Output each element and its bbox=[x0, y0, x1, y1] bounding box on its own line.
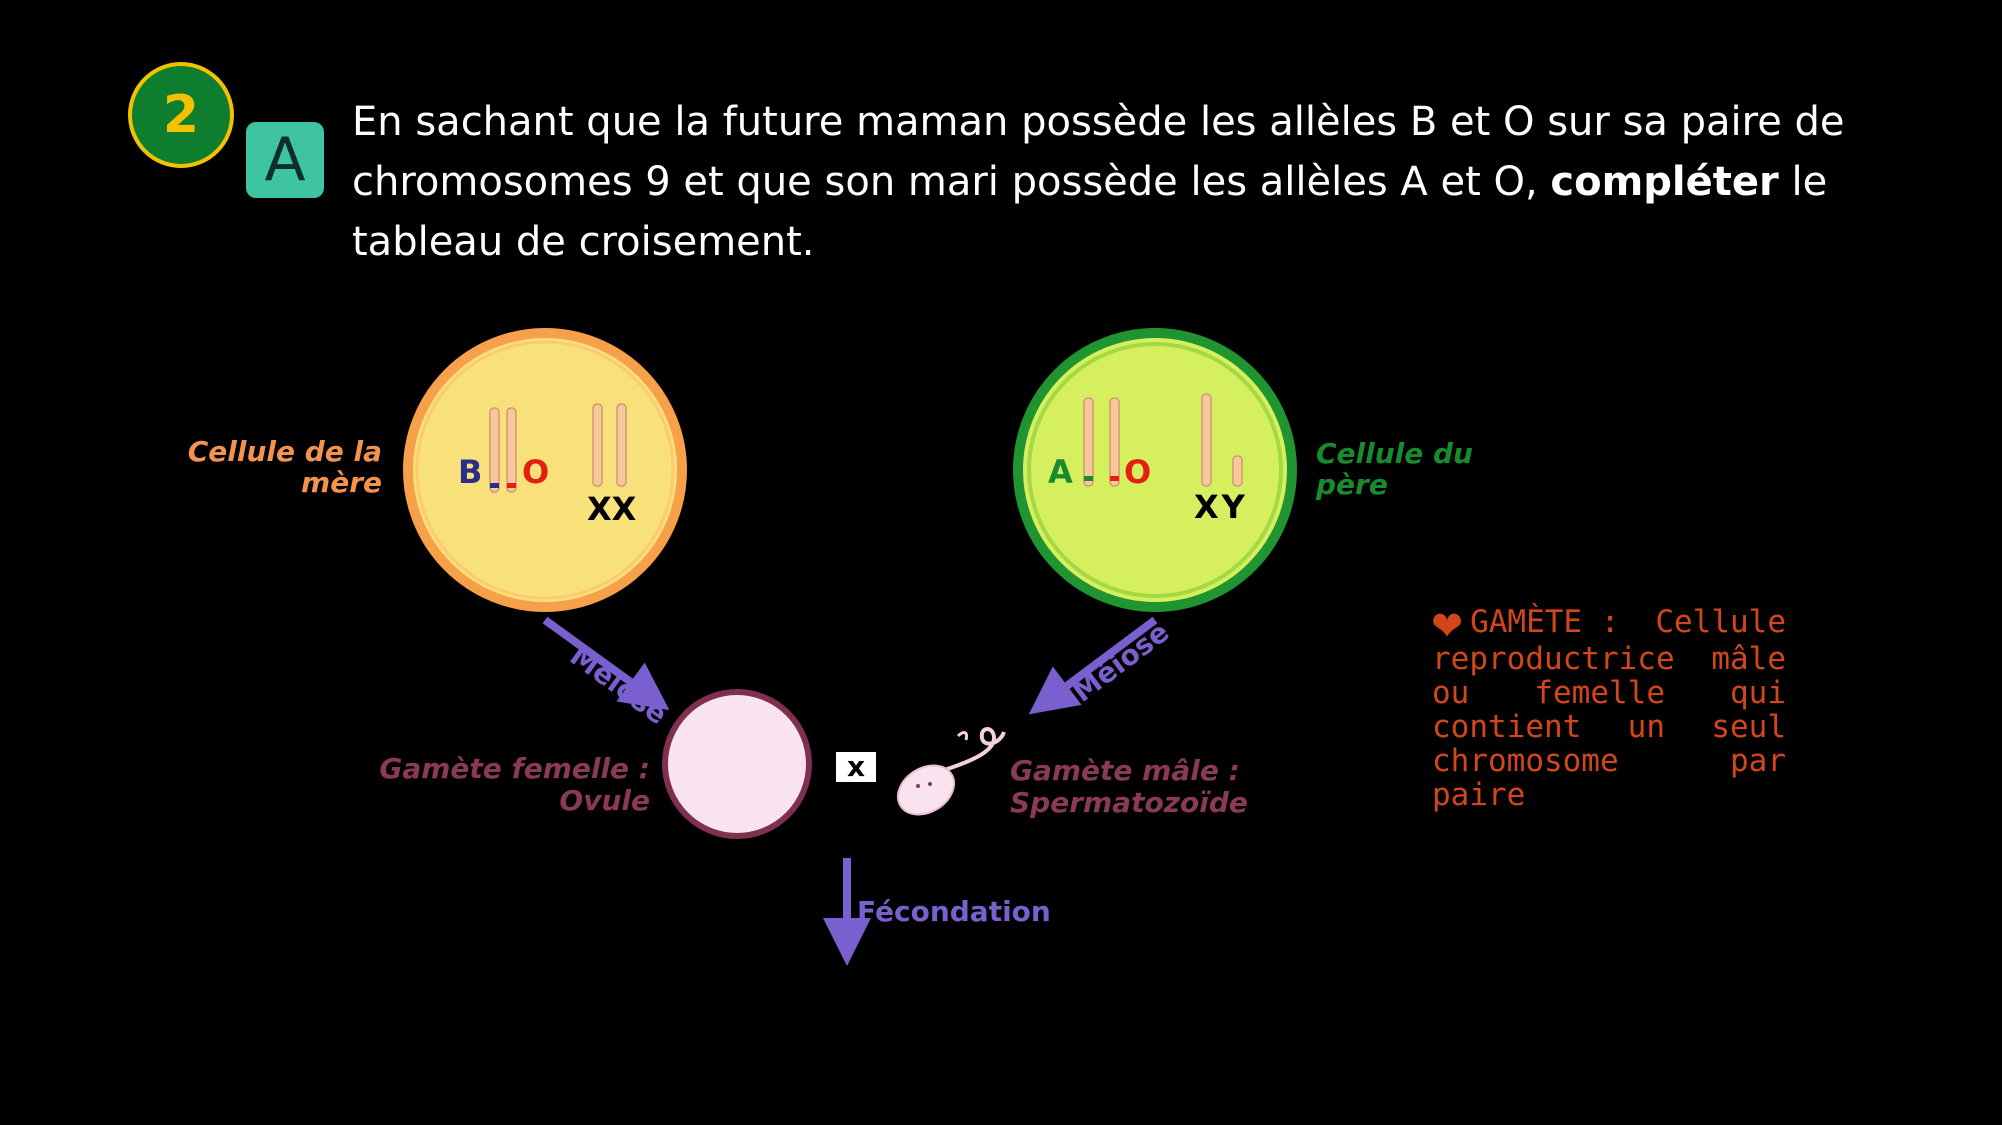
female-gamete-label-line1: Gamète femelle : bbox=[379, 752, 650, 785]
part-letter-badge: A bbox=[246, 122, 324, 198]
step-number: 2 bbox=[162, 85, 200, 145]
male-gamete-label-line2: Spermatozoïde bbox=[1010, 786, 1248, 819]
father-sex-chromosomes bbox=[1201, 393, 1243, 487]
fecundation-label: Fécondation bbox=[857, 895, 1051, 928]
definition-head: ❤ GAMÈTE : Cellule bbox=[1432, 593, 1786, 651]
father-allele-o: O bbox=[1124, 453, 1151, 491]
allele-o-band-father bbox=[1110, 476, 1119, 481]
question-text-before: En sachant que la future maman possède l… bbox=[352, 99, 1845, 205]
cross-symbol: x bbox=[836, 750, 876, 783]
allele-a-band bbox=[1084, 476, 1093, 481]
mother-chromosome-9-pair bbox=[489, 407, 517, 493]
father-meiosis-label: Méiose bbox=[1066, 615, 1175, 708]
mother-cell: B O XX bbox=[403, 328, 687, 612]
male-gamete-label-line1: Gamète mâle : bbox=[1010, 754, 1240, 787]
father-cell: A O XY bbox=[1013, 328, 1297, 612]
female-gamete-label-line2: Ovule bbox=[559, 784, 650, 817]
father-chromosome-9-pair bbox=[1083, 397, 1120, 487]
allele-o-band bbox=[507, 483, 516, 488]
question-bold-verb: compléter bbox=[1550, 159, 1779, 205]
father-cell-label-line1: Cellule du bbox=[1316, 437, 1473, 470]
mother-sex-chromosome-label: XX bbox=[587, 490, 637, 528]
heart-icon: ❤ bbox=[1432, 593, 1463, 651]
definition-term: GAMÈTE : bbox=[1470, 604, 1620, 640]
father-cell-label-line2: père bbox=[1315, 468, 1388, 501]
definition-first-word: Cellule bbox=[1655, 604, 1786, 640]
gamete-definition: ❤ GAMÈTE : Cellule reproductrice mâle ou … bbox=[1432, 593, 1786, 813]
father-sex-chromosome-label: XY bbox=[1194, 488, 1248, 526]
cross-symbol-text: x bbox=[847, 750, 865, 783]
sperm-cell bbox=[897, 727, 1006, 816]
mother-meiosis-label: Méiose bbox=[564, 639, 673, 731]
mother-meiosis-arrow bbox=[542, 616, 670, 711]
father-meiosis-arrow bbox=[1028, 616, 1158, 715]
definition-body: reproductrice mâle ou femelle qui contie… bbox=[1432, 641, 1786, 779]
mother-sex-chromosomes bbox=[592, 403, 627, 487]
mother-allele-b: B bbox=[458, 453, 482, 491]
definition-last-word: paire bbox=[1432, 777, 1526, 813]
question-text-after: le tableau de croisement. bbox=[352, 159, 1828, 265]
allele-b-band bbox=[490, 483, 499, 488]
mother-cell-label-line2: mère bbox=[301, 466, 382, 499]
ovum bbox=[662, 689, 812, 839]
mother-allele-o: O bbox=[522, 453, 549, 491]
part-letter: A bbox=[264, 125, 306, 195]
question-text: En sachant que la future maman possède l… bbox=[352, 92, 1912, 272]
father-allele-a: A bbox=[1048, 453, 1073, 491]
mother-cell-label-line1: Cellule de la bbox=[188, 435, 382, 468]
step-number-badge: 2 bbox=[128, 62, 234, 168]
